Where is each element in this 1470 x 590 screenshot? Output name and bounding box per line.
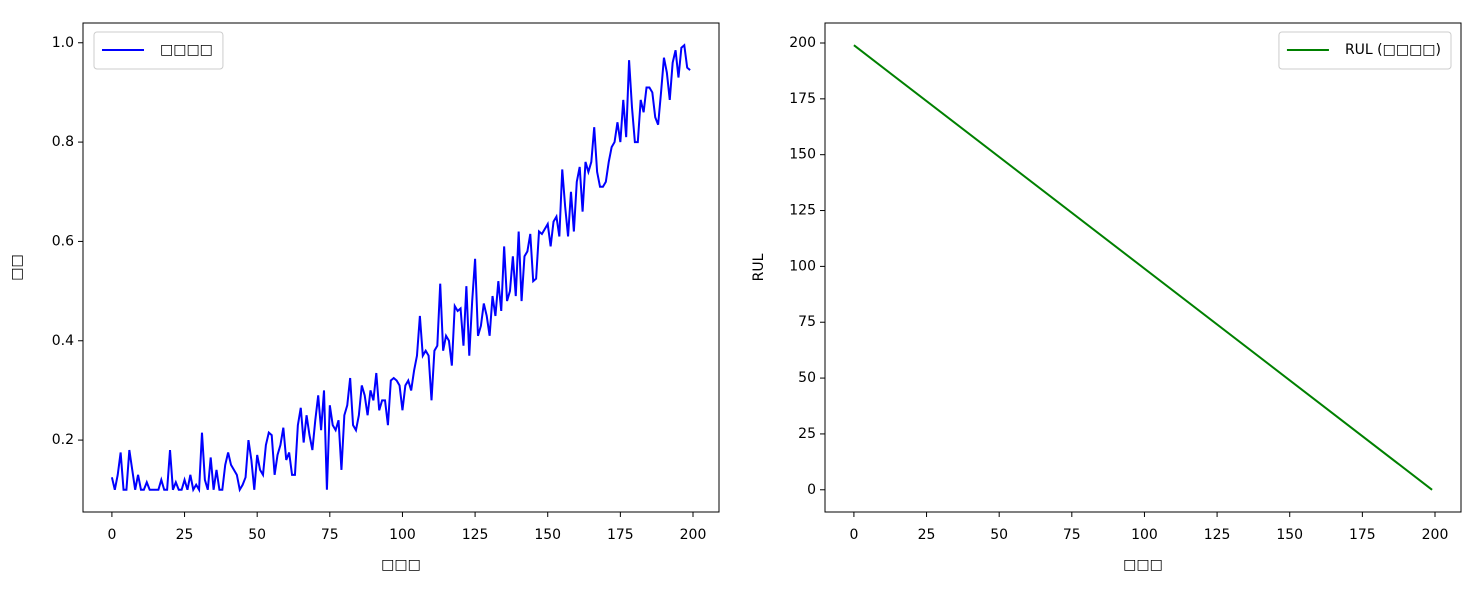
x-tick-label: 200 xyxy=(1422,527,1449,543)
x-tick-label: 100 xyxy=(1131,527,1158,543)
plot-frame xyxy=(824,22,1462,513)
y-tick-label: 0.2 xyxy=(52,432,74,448)
x-tick-label: 125 xyxy=(1204,527,1231,543)
x-tick-label: 25 xyxy=(918,527,936,543)
x-tick-label: 50 xyxy=(990,527,1008,543)
y-tick-label: 0 xyxy=(807,482,816,498)
y-tick-label: 175 xyxy=(789,91,816,107)
legend-box xyxy=(93,31,224,70)
y-tick-label: 1.0 xyxy=(52,35,74,51)
x-tick-label: 25 xyxy=(176,527,194,543)
y-tick-label: 125 xyxy=(789,203,816,219)
y-tick-label: 200 xyxy=(789,35,816,51)
y-tick-label: 0.4 xyxy=(52,333,74,349)
x-tick-label: 175 xyxy=(1349,527,1376,543)
x-tick-label: 75 xyxy=(1063,527,1081,543)
x-tick-label: 125 xyxy=(462,527,489,543)
x-tick-label: 200 xyxy=(680,527,707,543)
data-line xyxy=(110,43,691,494)
x-tick-label: 150 xyxy=(1276,527,1303,543)
x-tick-label: 50 xyxy=(248,527,266,543)
data-line xyxy=(853,44,1433,491)
x-tick-label: 175 xyxy=(607,527,634,543)
y-tick-label: 75 xyxy=(798,314,816,330)
plot-frame xyxy=(82,22,720,513)
y-tick-label: 100 xyxy=(789,258,816,274)
x-tick-label: 100 xyxy=(389,527,416,543)
y-tick-label: 50 xyxy=(798,370,816,386)
y-tick-label: 150 xyxy=(789,147,816,163)
y-tick-label: 0.8 xyxy=(52,134,74,150)
x-axis-label: □□□ xyxy=(1123,557,1163,573)
x-tick-label: 150 xyxy=(534,527,561,543)
x-tick-label: 0 xyxy=(107,527,116,543)
x-tick-label: 0 xyxy=(849,527,858,543)
y-tick-label: 0.6 xyxy=(52,233,74,249)
legend-box xyxy=(1278,31,1452,70)
legend: □□□□ xyxy=(102,42,213,58)
legend-label: □□□□ xyxy=(160,42,213,58)
y-axis-label: □□ xyxy=(9,254,25,280)
legend-label: RUL (□□□□) xyxy=(1345,42,1441,58)
y-tick-label: 25 xyxy=(798,426,816,442)
y-axis-label: RUL xyxy=(751,253,767,281)
legend: RUL (□□□□) xyxy=(1286,42,1441,58)
x-axis-label: □□□ xyxy=(381,557,421,573)
x-tick-label: 75 xyxy=(321,527,339,543)
